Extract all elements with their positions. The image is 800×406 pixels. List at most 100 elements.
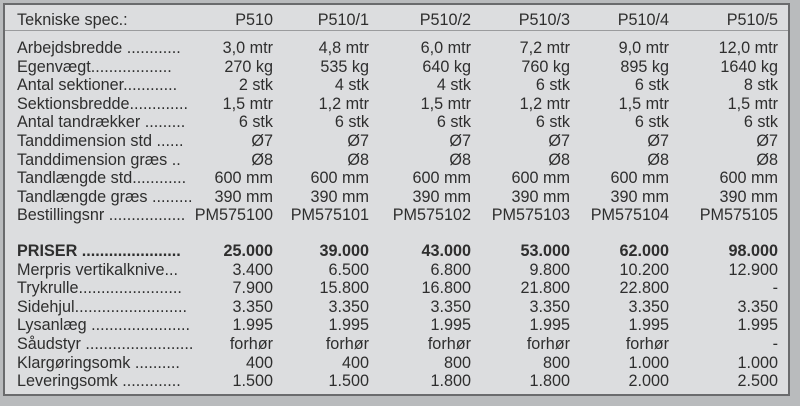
cell-value: 390 mm: [610, 187, 669, 206]
cell-value: forhør: [427, 335, 471, 353]
cell-value: 3.350: [430, 297, 471, 316]
cell-value: 600 mm: [214, 169, 273, 188]
price-row: Klargøringsomk .......... 400 400 800 800 1.0…: [5, 354, 788, 373]
cell-value: 1,2 mtr: [318, 94, 369, 113]
cell-value: 1,5 mtr: [727, 94, 778, 113]
cell-value: 3.350: [328, 297, 369, 316]
cell-value: 25.000: [223, 242, 273, 260]
cell-value: 600 mm: [719, 169, 778, 188]
cell-value: Ø7: [756, 132, 778, 150]
cell-value: 1.995: [328, 316, 369, 335]
row-label: Sektionsbredde.............: [17, 94, 188, 113]
row-label: Leveringsomk .............: [17, 372, 181, 391]
row-label: Tanddimension std ......: [17, 132, 184, 150]
row-label: Tanddimension græs ..: [17, 150, 181, 169]
row-label: Egenvægt..................: [17, 57, 172, 76]
spec-row: Tandlængde std............ 600 mm 600 mm 60…: [5, 169, 788, 188]
cell-value: 16.800: [421, 279, 471, 298]
cell-value: Ø8: [449, 150, 471, 169]
cell-value: 4 stk: [334, 76, 369, 95]
cell-value: 6 stk: [743, 113, 778, 132]
cell-value: PM575103: [491, 206, 570, 225]
row-label: Arbejdsbredde ............: [17, 39, 181, 57]
cell-value: 6.500: [328, 260, 369, 279]
price-row: Trykrulle....................... 7.900 15.…: [5, 279, 788, 298]
cell-value: 1,5 mtr: [222, 94, 273, 113]
cell-value: 1.995: [628, 316, 669, 335]
row-label: Trykrulle.......................: [17, 279, 182, 298]
cell-value: P510/1: [317, 11, 369, 29]
spec-row: Sektionsbredde............. 1,5 mtr 1,2 mt…: [5, 95, 788, 114]
cell-value: 390 mm: [412, 187, 471, 206]
price-row: Merpris vertikalknive... 3.400 6.500 6.800 9…: [5, 261, 788, 280]
cell-value: P510: [235, 11, 273, 29]
cell-value: forhør: [325, 335, 369, 353]
row-label: Bestillingsnr .................: [17, 206, 186, 225]
cell-value: 3,0 mtr: [222, 39, 273, 57]
cell-value: 600 mm: [310, 169, 369, 188]
cell-value: 1,2 mtr: [519, 94, 570, 113]
cell-value: forhør: [229, 335, 273, 353]
cell-value: 2 stk: [238, 76, 273, 95]
cell-value: PM575100: [194, 206, 273, 225]
cell-value: 12,0 mtr: [718, 39, 778, 57]
cell-value: 600 mm: [511, 169, 570, 188]
header-row: Tekniske spec.: P510 P510/1 P510/2 P510/3 P51…: [5, 11, 788, 31]
cell-value: 1,5 mtr: [420, 94, 471, 113]
spec-row: Bestillingsnr ................. PM575100 P…: [5, 206, 788, 225]
cell-value: 1.500: [328, 372, 369, 391]
row-label: PRISER ......................: [17, 242, 181, 260]
cell-value: P510/3: [518, 11, 570, 29]
cell-value: Ø7: [251, 132, 273, 150]
spec-row: Tanddimension std ...... Ø7 Ø7 Ø7 Ø7 Ø7 Ø7: [5, 132, 788, 151]
cell-value: 1.500: [232, 372, 273, 391]
row-label: Klargøringsomk ..........: [17, 353, 180, 372]
price-row: PRISER ...................... 25.000 39.00…: [5, 242, 788, 261]
spec-row: Antal tandrækker ......... 6 stk 6 stk 6 st…: [5, 113, 788, 132]
cell-value: 6 stk: [238, 113, 273, 132]
cell-value: 3.350: [529, 297, 570, 316]
cell-value: 9,0 mtr: [618, 39, 669, 57]
row-label: Tandlængde græs .........: [17, 187, 193, 206]
cell-value: PM575101: [290, 206, 369, 225]
cell-value: PM575102: [392, 206, 471, 225]
cell-value: 2.500: [737, 372, 778, 391]
cell-value: 9.800: [529, 260, 570, 279]
row-label: Tekniske spec.:: [17, 11, 128, 29]
row-label: Lysanlæg ......................: [17, 316, 191, 335]
cell-value: 6 stk: [634, 76, 669, 95]
cell-value: 6.800: [430, 260, 471, 279]
cell-value: 535 kg: [320, 57, 369, 76]
cell-value: 7,2 mtr: [519, 39, 570, 57]
cell-value: 1.995: [232, 316, 273, 335]
spec-table: Tekniske spec.: P510 P510/1 P510/2 P510/3 P51…: [3, 3, 790, 396]
cell-value: 1.995: [529, 316, 570, 335]
cell-value: Ø8: [347, 150, 369, 169]
cell-value: 6 stk: [334, 113, 369, 132]
cell-value: forhør: [526, 335, 570, 353]
cell-value: 6 stk: [634, 113, 669, 132]
cell-value: Ø8: [647, 150, 669, 169]
cell-value: PM575105: [699, 206, 778, 225]
row-label: Sidehjul.........................: [17, 297, 188, 316]
cell-value: 4,8 mtr: [318, 39, 369, 57]
cell-value: 1.800: [430, 372, 471, 391]
cell-value: 760 kg: [521, 57, 570, 76]
cell-value: P510/5: [726, 11, 778, 29]
cell-value: 600 mm: [610, 169, 669, 188]
cell-value: 800: [542, 353, 570, 372]
cell-value: 1.000: [628, 353, 669, 372]
cell-value: 800: [443, 353, 471, 372]
cell-value: 6 stk: [535, 113, 570, 132]
cell-value: 1.995: [737, 316, 778, 335]
cell-value: 895 kg: [620, 57, 669, 76]
cell-value: P510/4: [617, 11, 669, 29]
cell-value: 8 stk: [743, 76, 778, 95]
cell-value: 400: [341, 353, 369, 372]
cell-value: 2.000: [628, 372, 669, 391]
cell-value: 3.350: [232, 297, 273, 316]
spec-row: Tandlængde græs ......... 390 mm 390 mm 390…: [5, 188, 788, 207]
cell-value: 43.000: [421, 242, 471, 260]
row-label: Såudstyr ........................: [17, 335, 194, 353]
cell-value: -: [772, 279, 778, 298]
